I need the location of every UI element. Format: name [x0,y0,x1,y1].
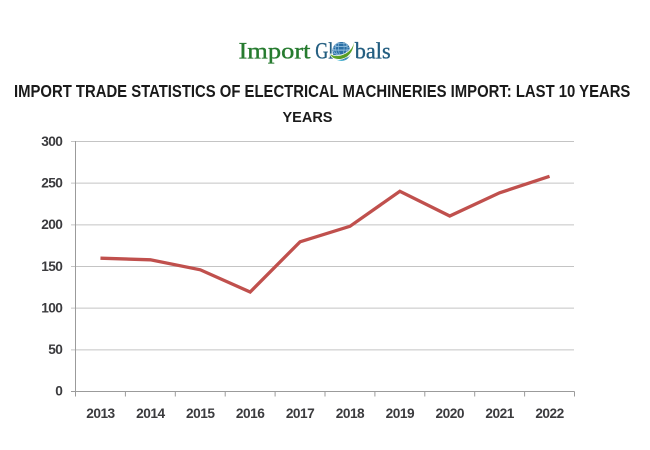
svg-text:2014: 2014 [136,406,165,421]
svg-text:2017: 2017 [286,406,315,421]
svg-text:2015: 2015 [186,406,215,421]
svg-text:2019: 2019 [386,406,415,421]
svg-text:bals: bals [355,39,391,64]
svg-text:2022: 2022 [535,406,564,421]
svg-text:2016: 2016 [236,406,265,421]
svg-text:Gl: Gl [315,39,333,64]
svg-text:2020: 2020 [436,406,465,421]
svg-text:2021: 2021 [485,406,514,421]
svg-text:Import: Import [239,39,312,64]
svg-text:300: 300 [41,134,63,149]
svg-text:250: 250 [41,176,63,191]
svg-text:200: 200 [41,217,63,232]
svg-text:2018: 2018 [336,406,365,421]
svg-text:2013: 2013 [86,406,115,421]
svg-text:100: 100 [41,301,63,316]
svg-text:50: 50 [48,342,63,357]
svg-text:150: 150 [41,259,63,274]
svg-text:0: 0 [55,384,63,399]
